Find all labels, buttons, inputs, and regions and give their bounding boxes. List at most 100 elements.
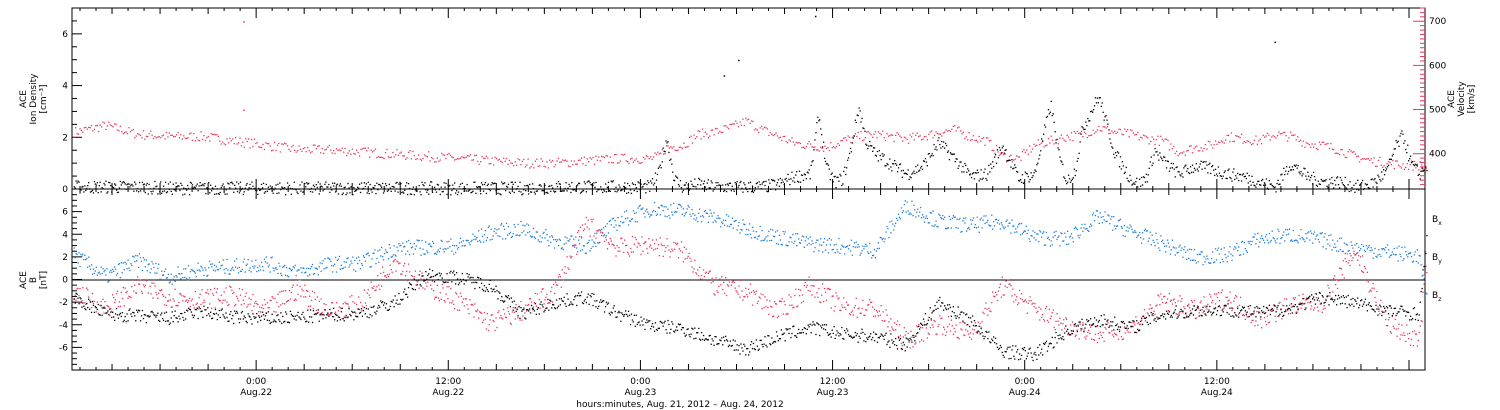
velocity-point: [494, 156, 496, 158]
density-point: [1227, 169, 1229, 171]
by-point: [446, 241, 448, 243]
velocity-point: [1259, 138, 1261, 140]
by-point: [857, 244, 859, 246]
by-point: [444, 248, 446, 250]
velocity-point: [995, 145, 998, 147]
by-point: [1163, 242, 1165, 245]
density-point: [1170, 162, 1172, 165]
velocity-point: [765, 127, 767, 129]
by-point: [1414, 251, 1417, 253]
density-point: [350, 186, 352, 188]
velocity-point: [379, 156, 381, 158]
bz-point: [499, 317, 501, 319]
bz-point: [651, 239, 654, 241]
bz-point: [407, 280, 409, 282]
by-point: [467, 239, 469, 242]
density-point: [1367, 187, 1369, 189]
density-point: [1057, 147, 1059, 149]
by-point: [1132, 231, 1134, 233]
by-point: [400, 244, 402, 246]
density-point: [1308, 175, 1310, 177]
bz-point: [440, 298, 442, 300]
density-point: [1273, 187, 1275, 189]
velocity-point: [582, 163, 584, 165]
density-point: [1069, 181, 1072, 183]
bz-point: [77, 287, 79, 290]
velocity-point: [1302, 140, 1305, 142]
by-point: [896, 217, 898, 219]
by-point: [395, 255, 397, 257]
density-point: [757, 186, 759, 188]
by-point: [862, 245, 864, 247]
by-point: [567, 240, 569, 242]
by-point: [944, 216, 946, 218]
by-point: [1068, 236, 1071, 238]
velocity-point: [307, 147, 309, 149]
density-point: [1271, 184, 1273, 187]
velocity-point: [955, 130, 957, 132]
density-point: [614, 190, 616, 193]
velocity-point: [1423, 165, 1426, 167]
density-point: [158, 188, 160, 190]
by-point: [725, 214, 728, 216]
bz-point: [584, 223, 586, 225]
by-point: [1152, 239, 1154, 242]
bz-point: [787, 313, 789, 315]
density-point: [520, 191, 522, 193]
by-point: [96, 274, 98, 276]
by-point: [999, 228, 1001, 230]
density-point: [1361, 179, 1364, 182]
by-point: [455, 251, 457, 254]
density-point: [864, 130, 866, 132]
velocity-point: [235, 136, 237, 139]
bz-point: [779, 300, 781, 302]
by-point: [575, 236, 577, 238]
density-point: [1296, 167, 1298, 169]
by-point: [1253, 236, 1255, 238]
bz-point: [751, 304, 754, 306]
density-point: [1133, 182, 1135, 184]
by-point: [152, 263, 154, 265]
by-point: [549, 236, 551, 238]
by-point: [1098, 222, 1100, 224]
velocity-point: [1255, 135, 1257, 137]
bz-point: [701, 278, 704, 280]
density-point: [162, 185, 165, 187]
bz-point: [453, 303, 455, 305]
by-point: [1164, 245, 1166, 247]
velocity-point: [688, 136, 691, 139]
density-point: [859, 110, 861, 112]
density-point: [1075, 170, 1077, 172]
velocity-point: [503, 157, 505, 159]
bz-point: [774, 303, 777, 305]
by-point: [1333, 246, 1335, 249]
velocity-point: [184, 137, 186, 139]
bz-point: [351, 295, 353, 297]
bz-point: [491, 314, 493, 316]
by-point: [269, 271, 271, 273]
bz-point: [390, 269, 392, 271]
density-point: [412, 186, 414, 188]
velocity-point: [177, 131, 179, 134]
by-point: [193, 271, 195, 273]
velocity-point: [1370, 158, 1372, 160]
bz-point: [597, 230, 599, 232]
density-point: [382, 182, 384, 185]
by-point: [529, 231, 531, 233]
by-point: [1013, 225, 1015, 227]
density-point: [206, 187, 208, 189]
density-point: [299, 184, 301, 186]
bz-point: [430, 284, 432, 286]
velocity-point: [530, 166, 532, 168]
velocity-point: [346, 155, 348, 157]
density-point: [1032, 175, 1034, 177]
by-point: [1244, 248, 1246, 250]
velocity-point: [794, 144, 796, 146]
by-point: [740, 228, 742, 231]
by-point: [1040, 231, 1042, 233]
bz-point: [86, 287, 88, 289]
by-point: [741, 229, 743, 231]
by-point: [310, 266, 313, 268]
velocity-point: [792, 141, 794, 143]
bz-point: [512, 307, 514, 309]
